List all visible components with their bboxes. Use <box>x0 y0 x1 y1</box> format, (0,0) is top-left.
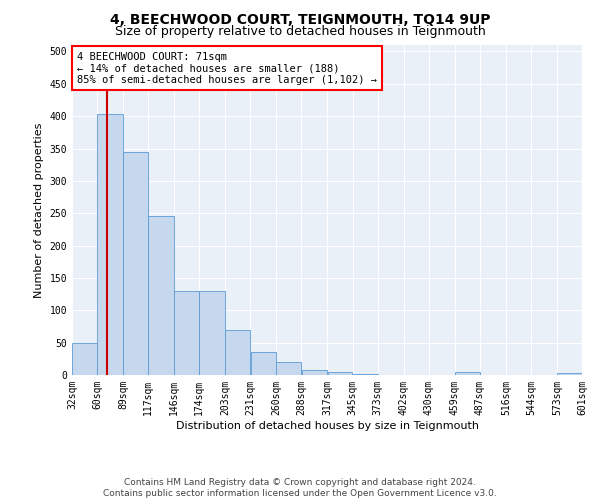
Bar <box>97 114 123 375</box>
Bar <box>199 291 225 375</box>
Text: Contains HM Land Registry data © Crown copyright and database right 2024.
Contai: Contains HM Land Registry data © Crown c… <box>103 478 497 498</box>
Bar <box>148 216 174 375</box>
Bar <box>123 152 148 375</box>
Text: 4, BEECHWOOD COURT, TEIGNMOUTH, TQ14 9UP: 4, BEECHWOOD COURT, TEIGNMOUTH, TQ14 9UP <box>110 12 490 26</box>
Bar <box>175 291 199 375</box>
Bar <box>251 352 276 375</box>
Bar <box>72 342 97 375</box>
Bar <box>455 372 479 375</box>
Text: 4 BEECHWOOD COURT: 71sqm
← 14% of detached houses are smaller (188)
85% of semi-: 4 BEECHWOOD COURT: 71sqm ← 14% of detach… <box>77 52 377 85</box>
Bar <box>557 373 582 375</box>
Bar <box>226 330 250 375</box>
Y-axis label: Number of detached properties: Number of detached properties <box>34 122 44 298</box>
Bar <box>353 374 377 375</box>
Bar <box>328 372 352 375</box>
Bar <box>302 370 328 375</box>
Text: Size of property relative to detached houses in Teignmouth: Size of property relative to detached ho… <box>115 25 485 38</box>
X-axis label: Distribution of detached houses by size in Teignmouth: Distribution of detached houses by size … <box>176 420 479 430</box>
Bar <box>277 362 301 375</box>
